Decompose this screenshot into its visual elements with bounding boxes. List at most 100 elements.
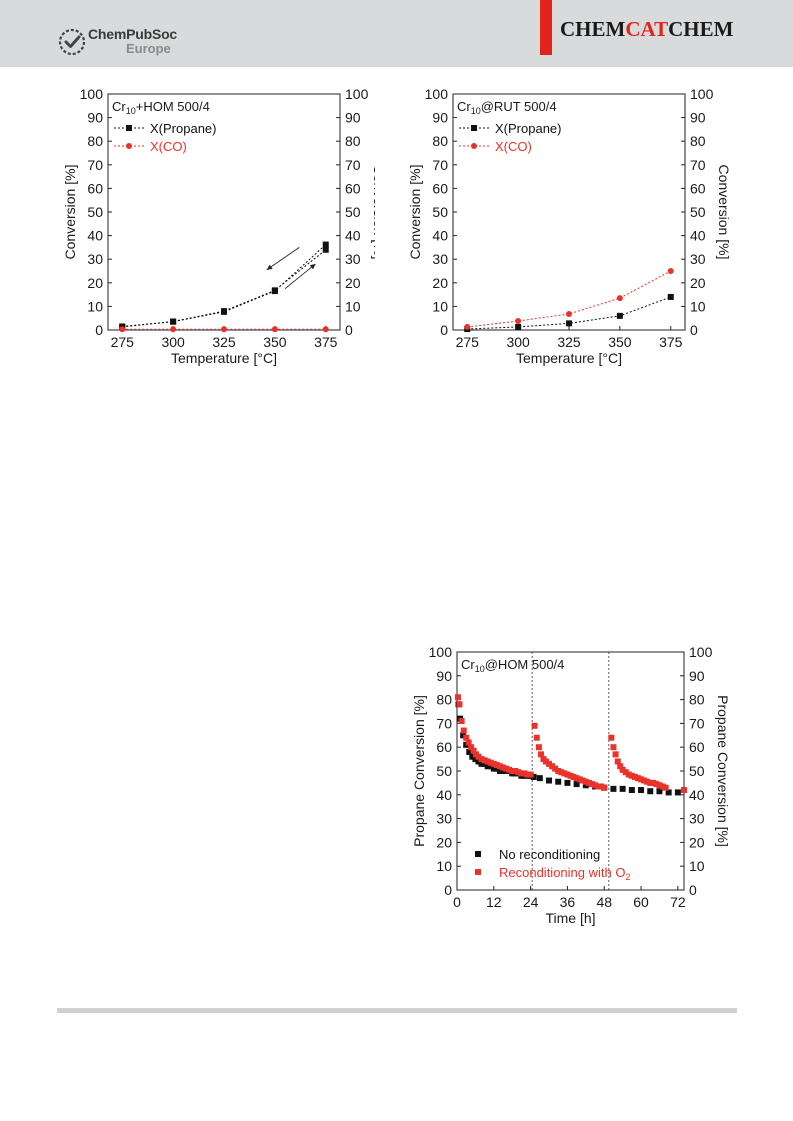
y-tick-label-right: 60 xyxy=(345,180,361,196)
x-tick-label: 350 xyxy=(263,334,287,350)
y-tick-label: 80 xyxy=(436,692,452,708)
chart-title: Cr10@RUT 500/4 xyxy=(457,99,557,116)
data-point xyxy=(493,762,500,769)
data-point xyxy=(322,241,329,248)
legend-label: X(Propane) xyxy=(495,121,561,136)
data-point xyxy=(681,787,687,794)
y-tick-label: 40 xyxy=(432,228,448,244)
data-point xyxy=(496,763,503,770)
y-tick-label: 90 xyxy=(436,668,452,684)
y-tick-label: 50 xyxy=(436,763,452,779)
journal-name-part3: CHEM xyxy=(668,17,734,41)
y-tick-label-right: 90 xyxy=(690,110,706,126)
data-point xyxy=(650,779,657,786)
data-point xyxy=(592,782,599,789)
data-point xyxy=(555,778,562,785)
data-point xyxy=(322,246,329,253)
data-point xyxy=(625,771,632,778)
y-tick-label: 60 xyxy=(87,180,103,196)
x-tick-label: 24 xyxy=(523,894,539,910)
legend-label: X(CO) xyxy=(495,139,532,154)
series-line xyxy=(122,244,327,327)
y-tick-label: 50 xyxy=(87,204,103,220)
direction-arrow xyxy=(284,263,316,290)
y-tick-label-right: 60 xyxy=(689,739,705,755)
data-point xyxy=(667,268,674,274)
y-tick-label-right: 0 xyxy=(689,882,697,898)
x-tick-label: 375 xyxy=(659,334,683,350)
y-tick-label-right: 30 xyxy=(689,811,705,827)
legend-marker xyxy=(475,869,481,875)
plot-frame xyxy=(107,93,341,331)
y-tick-label: 60 xyxy=(432,180,448,196)
arrow-head xyxy=(309,263,316,270)
data-point xyxy=(490,765,497,772)
data-point xyxy=(538,751,545,758)
data-point xyxy=(509,768,516,774)
data-point xyxy=(614,758,621,765)
y-tick-label-right: 80 xyxy=(345,133,361,149)
x-tick-label: 275 xyxy=(456,334,480,350)
series-line xyxy=(122,249,327,328)
data-point xyxy=(515,318,522,325)
x-axis-label: Temperature [°C] xyxy=(516,350,622,366)
chart-conversion-hom: 0 0 10 10 20 20 30 30 40 40 50 50 60 60 70 70 80 80 90 90 10… xyxy=(62,86,375,366)
x-tick-label: 0 xyxy=(453,894,461,910)
data-point xyxy=(667,293,674,300)
data-point xyxy=(555,768,562,774)
data-point xyxy=(463,734,470,741)
publisher-name: ChemPubSoc xyxy=(88,26,178,42)
data-point xyxy=(582,778,589,785)
legend-marker xyxy=(475,851,481,857)
x-axis-label: Temperature [°C] xyxy=(171,350,277,366)
y-tick-label-right: 20 xyxy=(690,275,706,291)
y-tick-label: 70 xyxy=(436,715,452,731)
data-point xyxy=(610,744,617,751)
y-axis-label: Conversion [%] xyxy=(407,165,423,260)
y-tick-label-right: 20 xyxy=(345,275,361,291)
series-x-co- xyxy=(119,326,329,333)
y-tick-label: 100 xyxy=(425,86,449,102)
data-point xyxy=(475,758,482,765)
y-tick-label: 20 xyxy=(436,834,452,850)
direction-arrow xyxy=(266,247,300,271)
data-point xyxy=(647,779,654,786)
series-reconditioning-with-o2 xyxy=(454,694,687,794)
data-point xyxy=(454,694,461,701)
data-point xyxy=(470,747,477,754)
data-point xyxy=(170,326,177,333)
y-tick-label: 0 xyxy=(95,322,103,338)
data-point xyxy=(564,779,571,786)
y-tick-label: 90 xyxy=(87,110,103,126)
data-point xyxy=(665,789,672,796)
y-tick-label-right: 100 xyxy=(690,86,714,102)
y-tick-label: 10 xyxy=(436,858,452,874)
data-point xyxy=(619,785,626,792)
arrow-head xyxy=(266,264,273,270)
data-point xyxy=(612,751,619,758)
y-axis-label: Conversion [%] xyxy=(62,165,78,260)
y-tick-label-right: 90 xyxy=(689,668,705,684)
data-point xyxy=(585,779,592,786)
data-point xyxy=(617,763,624,770)
data-point xyxy=(588,781,595,788)
data-point xyxy=(546,777,553,784)
data-point xyxy=(610,785,617,792)
data-point xyxy=(493,765,500,772)
journal-name: CHEMCATCHEM xyxy=(560,17,733,42)
data-point xyxy=(647,788,654,795)
data-point xyxy=(582,782,589,789)
y-tick-label: 30 xyxy=(87,251,103,267)
publisher-logo: ChemPubSoc Europe xyxy=(58,22,208,58)
y-tick-label-right: 30 xyxy=(690,251,706,267)
y-tick-label-right: 90 xyxy=(345,110,361,126)
y-tick-label: 30 xyxy=(432,251,448,267)
data-point xyxy=(638,776,645,783)
journal-name-part1: CHEM xyxy=(560,17,626,41)
data-point xyxy=(638,787,645,794)
chart-title: Cr10+HOM 500/4 xyxy=(112,99,210,116)
data-point xyxy=(634,775,641,782)
x-tick-label: 300 xyxy=(161,334,185,350)
data-point xyxy=(530,773,537,780)
data-point xyxy=(542,758,549,765)
